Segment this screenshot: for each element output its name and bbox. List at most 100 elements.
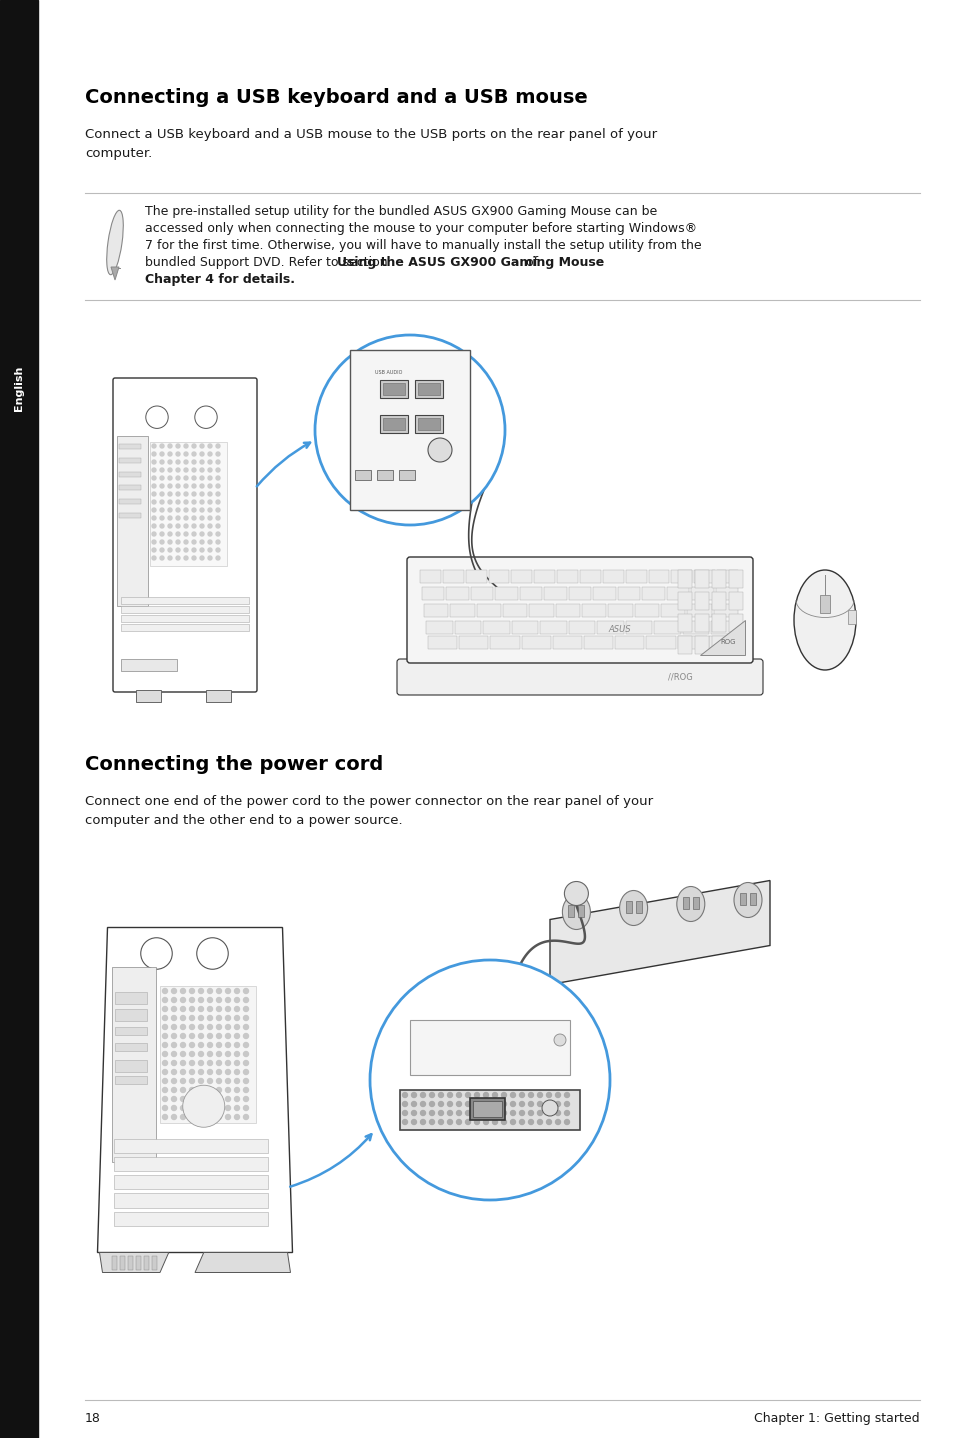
Circle shape xyxy=(225,1070,231,1074)
Circle shape xyxy=(168,460,172,464)
Bar xyxy=(708,636,738,649)
Circle shape xyxy=(180,1060,185,1066)
Circle shape xyxy=(555,1120,560,1125)
Circle shape xyxy=(183,1086,225,1127)
Circle shape xyxy=(537,1093,542,1097)
Circle shape xyxy=(180,1114,185,1120)
Circle shape xyxy=(184,492,188,496)
Circle shape xyxy=(184,500,188,503)
Bar xyxy=(529,604,553,617)
Circle shape xyxy=(492,1120,497,1125)
Ellipse shape xyxy=(618,890,647,926)
Circle shape xyxy=(420,1102,425,1106)
Circle shape xyxy=(215,467,220,472)
Circle shape xyxy=(180,1097,185,1102)
Circle shape xyxy=(160,492,164,496)
Text: Connecting a USB keyboard and a USB mouse: Connecting a USB keyboard and a USB mous… xyxy=(85,88,587,106)
Circle shape xyxy=(234,1078,239,1083)
Circle shape xyxy=(160,523,164,528)
Circle shape xyxy=(160,557,164,559)
Circle shape xyxy=(168,508,172,512)
Circle shape xyxy=(208,1007,213,1011)
FancyBboxPatch shape xyxy=(112,378,256,692)
Bar xyxy=(112,966,156,1162)
Circle shape xyxy=(234,1034,239,1038)
Circle shape xyxy=(492,1110,497,1116)
Bar xyxy=(144,1255,150,1270)
Bar xyxy=(473,1102,501,1117)
Circle shape xyxy=(234,1043,239,1047)
Text: Using the ASUS GX900 Gaming Mouse: Using the ASUS GX900 Gaming Mouse xyxy=(336,256,603,269)
Bar xyxy=(119,512,141,518)
Bar xyxy=(678,592,691,610)
Circle shape xyxy=(168,444,172,449)
Circle shape xyxy=(190,1034,194,1038)
Bar xyxy=(695,592,708,610)
Circle shape xyxy=(192,500,195,503)
Circle shape xyxy=(225,988,231,994)
Circle shape xyxy=(172,1114,176,1120)
Circle shape xyxy=(175,444,180,449)
Circle shape xyxy=(175,485,180,487)
Circle shape xyxy=(192,444,195,449)
Circle shape xyxy=(215,516,220,521)
Circle shape xyxy=(528,1110,533,1116)
Circle shape xyxy=(564,1120,569,1125)
Bar xyxy=(581,604,606,617)
Bar xyxy=(740,893,745,905)
Bar xyxy=(715,587,738,600)
Circle shape xyxy=(198,988,203,994)
Bar xyxy=(728,636,742,654)
Bar xyxy=(711,621,738,634)
Circle shape xyxy=(184,541,188,544)
Ellipse shape xyxy=(733,883,761,917)
Circle shape xyxy=(198,1060,203,1066)
Circle shape xyxy=(200,467,204,472)
Circle shape xyxy=(162,1043,168,1047)
Circle shape xyxy=(184,460,188,464)
Bar xyxy=(617,587,639,600)
Circle shape xyxy=(510,1120,515,1125)
Circle shape xyxy=(175,557,180,559)
Circle shape xyxy=(180,1078,185,1083)
Text: Connect one end of the power cord to the power connector on the rear panel of yo: Connect one end of the power cord to the… xyxy=(85,795,653,827)
Text: of: of xyxy=(521,256,537,269)
Circle shape xyxy=(465,1093,470,1097)
Bar xyxy=(625,621,652,634)
Circle shape xyxy=(168,541,172,544)
Circle shape xyxy=(429,1110,434,1116)
Circle shape xyxy=(190,1043,194,1047)
Polygon shape xyxy=(99,1252,169,1273)
Circle shape xyxy=(243,1051,248,1057)
Circle shape xyxy=(208,541,212,544)
Circle shape xyxy=(162,1034,168,1038)
Circle shape xyxy=(184,508,188,512)
Circle shape xyxy=(162,1015,168,1021)
Bar xyxy=(534,569,555,582)
Circle shape xyxy=(465,1102,470,1106)
Circle shape xyxy=(528,1120,533,1125)
Circle shape xyxy=(141,938,172,969)
Bar xyxy=(119,499,141,503)
Circle shape xyxy=(215,541,220,544)
Circle shape xyxy=(162,1007,168,1011)
Circle shape xyxy=(208,1024,213,1030)
Circle shape xyxy=(428,439,452,462)
Circle shape xyxy=(215,532,220,536)
Bar xyxy=(423,604,448,617)
Circle shape xyxy=(184,444,188,449)
Bar xyxy=(713,604,738,617)
Circle shape xyxy=(192,485,195,487)
Ellipse shape xyxy=(676,886,704,922)
Circle shape xyxy=(370,961,609,1199)
Circle shape xyxy=(200,492,204,496)
Bar xyxy=(454,621,480,634)
Circle shape xyxy=(519,1093,524,1097)
Circle shape xyxy=(168,548,172,552)
Bar xyxy=(578,905,584,917)
Circle shape xyxy=(225,1043,231,1047)
Circle shape xyxy=(465,1120,470,1125)
Bar xyxy=(511,621,537,634)
Circle shape xyxy=(216,1060,221,1066)
Circle shape xyxy=(180,1070,185,1074)
